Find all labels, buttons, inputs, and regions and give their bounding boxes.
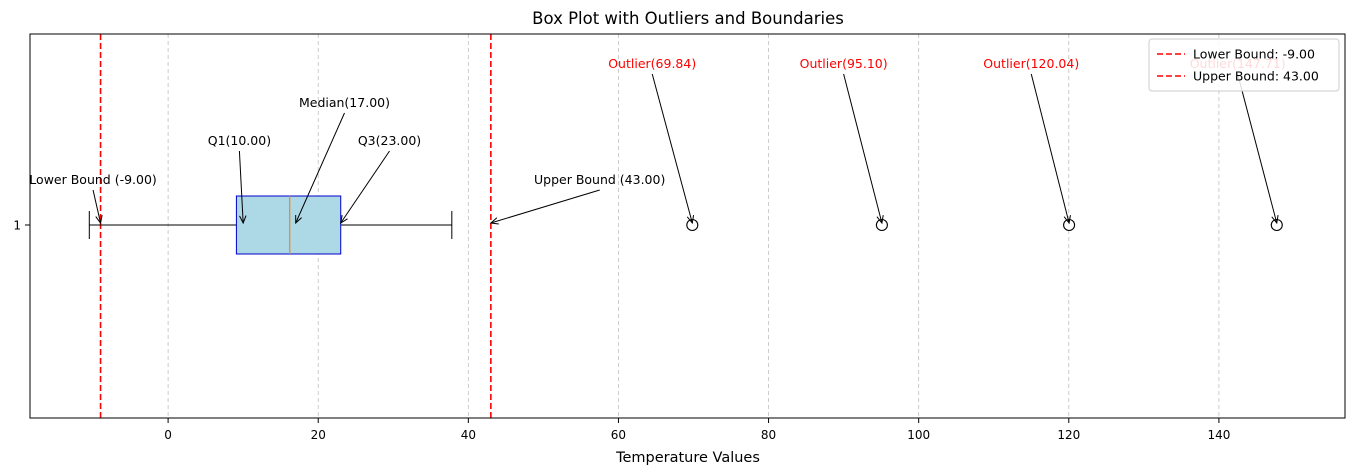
annotation-arrowhead-3	[340, 215, 348, 225]
annotation-arrowhead-8	[1271, 215, 1279, 225]
x-tick-label-2: 40	[461, 428, 476, 442]
x-tick-label-5: 100	[907, 428, 930, 442]
annotation-arrowhead-5	[686, 215, 695, 225]
chart-title: Box Plot with Outliers and Boundaries	[532, 9, 844, 28]
box-layer	[88, 195, 453, 255]
annotation-arrowhead-4	[489, 217, 499, 225]
annotation-arrow-5	[651, 73, 693, 224]
annotation-arrow-4	[490, 189, 600, 224]
annotation-arrow-6	[843, 73, 883, 224]
annotation-arrowhead-0	[95, 215, 103, 225]
legend-label-1: Upper Bound: 43.00	[1193, 69, 1319, 84]
annotation-label-7: Outlier(120.04)	[983, 56, 1079, 71]
annotation-label-1: Q1(10.00)	[208, 133, 271, 148]
x-tick-label-0: 0	[164, 428, 172, 442]
x-tick-label-1: 20	[311, 428, 326, 442]
outlier-point-0	[686, 218, 699, 232]
x-axis-label: Temperature Values	[615, 450, 760, 466]
x-tick-label-3: 60	[611, 428, 626, 442]
annotation-arrow-8	[1237, 73, 1278, 224]
annotation-layer: Lower Bound (-9.00) Q1(10.00) Median(17.00…	[29, 56, 1286, 225]
outlier-layer	[686, 218, 1283, 232]
x-tick-label-4: 80	[761, 428, 776, 442]
annotation-label-6: Outlier(95.10)	[800, 56, 888, 71]
annotation-label-5: Outlier(69.84)	[608, 56, 696, 71]
outlier-point-2	[1063, 218, 1076, 232]
annotation-arrow-1	[238, 150, 244, 224]
outlier-point-3	[1270, 218, 1283, 232]
legend: Lower Bound: -9.00 Upper Bound: 43.00	[1148, 38, 1340, 92]
annotation-arrow-7	[1030, 73, 1070, 224]
annotation-arrow-0	[92, 189, 102, 224]
annotation-label-2: Median(17.00)	[299, 95, 390, 110]
legend-box	[1148, 38, 1340, 92]
annotation-label-3: Q3(23.00)	[358, 133, 421, 148]
annotation-arrowhead-6	[876, 215, 884, 225]
outlier-point-1	[875, 218, 888, 232]
x-tick-label-6: 120	[1057, 428, 1080, 442]
annotation-arrow-2	[295, 112, 345, 224]
annotation-arrow-3	[340, 150, 390, 224]
y-tick-label-0: 1	[13, 219, 21, 233]
y-axis-ticks: 1	[13, 219, 30, 233]
annotation-arrowhead-1	[239, 215, 247, 225]
boundary-lines-layer	[99, 34, 492, 418]
iqr-box	[235, 195, 342, 255]
annotation-arrowhead-2	[295, 214, 302, 225]
annotation-arrowhead-7	[1063, 215, 1071, 225]
x-tick-label-7: 140	[1207, 428, 1230, 442]
x-axis-ticks: 0 20 40 60 80 100 120 140	[164, 418, 1230, 442]
legend-label-0: Lower Bound: -9.00	[1193, 47, 1315, 62]
annotation-label-0: Lower Bound (-9.00)	[29, 172, 157, 187]
annotation-label-4: Upper Bound (43.00)	[534, 172, 665, 187]
plot-frame	[29, 33, 1346, 419]
